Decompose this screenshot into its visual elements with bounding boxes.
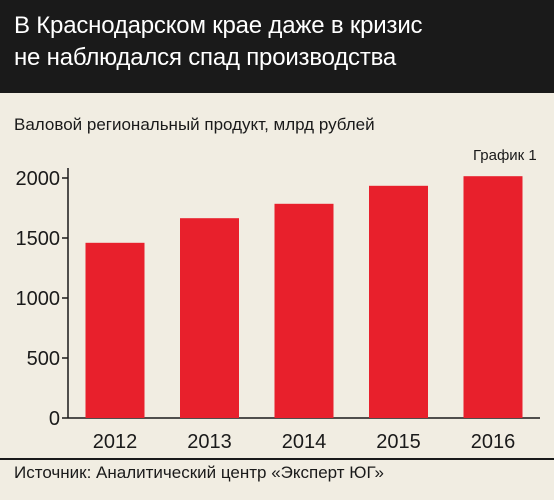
x-tick-label: 2013 <box>187 431 232 453</box>
bar-chart: 0 500 1000 1500 2000 2012 2013 2014 2015 2016 <box>16 168 540 453</box>
bar-2014 <box>274 203 334 418</box>
bar-2012 <box>85 242 145 418</box>
y-tick-label: 0 <box>49 408 60 430</box>
header-banner: В Краснодарском крае даже в кризис не на… <box>0 0 554 93</box>
y-tick-label: 1000 <box>16 288 61 310</box>
x-tick-label: 2016 <box>471 431 516 453</box>
source-note: Источник: Аналитический центр «Эксперт Ю… <box>14 463 384 482</box>
bar-2013 <box>180 218 239 418</box>
y-tick-label: 2000 <box>16 168 61 190</box>
y-tick-label: 500 <box>27 348 60 370</box>
title-line-2: не наблюдался спад производства <box>14 44 397 71</box>
y-tick-label: 1500 <box>16 228 61 250</box>
bar-2016 <box>463 176 523 418</box>
chart-number-label: График 1 <box>473 147 537 164</box>
x-tick-label: 2014 <box>282 431 327 453</box>
x-tick-label: 2012 <box>93 431 138 453</box>
x-tick-label: 2015 <box>376 431 421 453</box>
title-line-1: В Краснодарском крае даже в кризис <box>14 12 423 39</box>
bar-2015 <box>369 185 428 418</box>
footer-divider <box>0 458 554 460</box>
chart-subtitle: Валовой региональный продукт, млрд рубле… <box>14 115 375 134</box>
